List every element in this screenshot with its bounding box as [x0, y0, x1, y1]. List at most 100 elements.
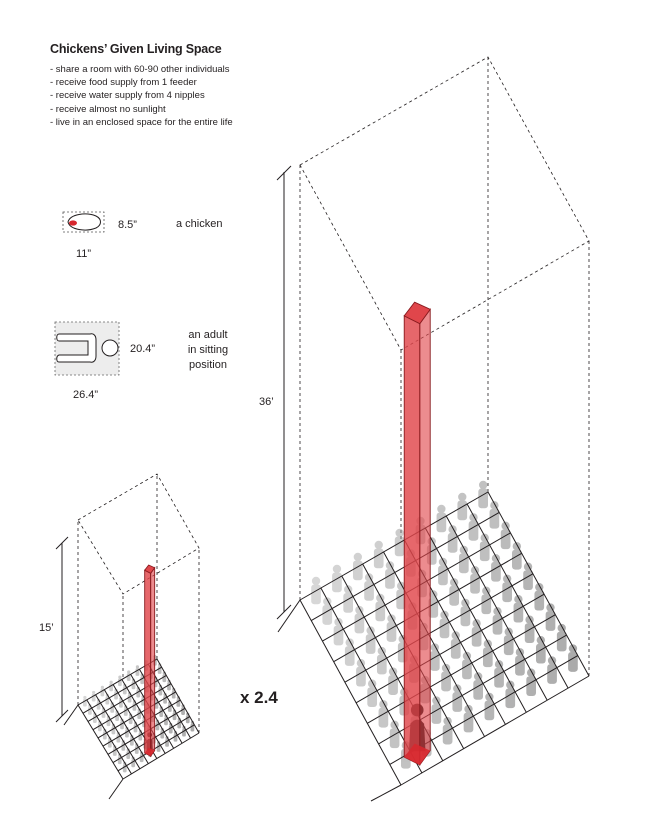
floor-grid-line	[102, 699, 181, 747]
floor-grid-line	[367, 614, 556, 724]
occupant-body	[447, 532, 458, 553]
occupant-body	[311, 584, 321, 605]
occupant-body	[505, 688, 516, 709]
small-room-height-dimension	[55, 536, 69, 723]
space-column-base	[144, 747, 155, 757]
occupant-body	[378, 707, 389, 728]
occupant-silhouette	[394, 528, 405, 557]
occupant-head	[353, 552, 363, 562]
chicken-caption: a chicken	[176, 218, 223, 230]
occupant-head	[437, 504, 446, 514]
ground-dimension-line	[63, 704, 79, 726]
room-ceiling-outline	[77, 473, 200, 595]
occupant-body	[481, 594, 492, 615]
occupant-body	[494, 667, 504, 688]
occupant-body	[470, 573, 480, 594]
occupant-body	[449, 585, 460, 606]
occupant-body	[478, 488, 489, 509]
space-column-top	[403, 301, 431, 325]
floor-grid-line	[122, 732, 200, 780]
floor-grid-line	[77, 704, 124, 780]
floor-grid-line	[487, 491, 590, 677]
adult-caption-line: in sitting	[187, 344, 229, 356]
occupant-body	[491, 561, 501, 582]
ground-dimension-line	[277, 599, 301, 633]
occupant-body	[556, 631, 567, 652]
space-column-face	[144, 569, 152, 757]
floor-grid-line	[156, 658, 200, 734]
floor-grid-line	[383, 551, 485, 737]
occupant-body	[322, 605, 333, 625]
fact-item: - share a room with 60-90 other individu…	[50, 64, 230, 75]
occupant-head	[118, 675, 122, 679]
small-room-height-label: 15’	[39, 622, 54, 634]
floor-grid-line	[86, 699, 132, 775]
occupant-body	[431, 704, 442, 724]
occupant-body	[429, 651, 440, 671]
fact-item: - live in an enclosed space for the enti…	[50, 116, 233, 128]
occupant-body	[436, 512, 447, 533]
adult-caption-line: position	[189, 359, 227, 371]
space-column-top	[143, 564, 156, 574]
occupant-head	[395, 528, 404, 538]
occupant-body	[523, 570, 533, 591]
occupant-body	[373, 548, 384, 569]
occupant-body	[484, 700, 495, 721]
floor-grid-line	[103, 689, 149, 764]
large-room-height-label: 36’	[259, 396, 274, 408]
occupant-body	[462, 659, 472, 680]
floor-grid-line	[355, 593, 545, 704]
floor-grid-line	[92, 683, 172, 731]
room-ceiling-outline	[299, 56, 590, 351]
occupant-head	[100, 685, 105, 689]
floor-grid-line	[400, 675, 590, 786]
occupant-body	[568, 652, 578, 672]
floor-grid-line	[424, 527, 527, 713]
facts-list: - share a room with 60-90 other individu…	[50, 63, 233, 129]
adult-caption-line: an adult	[188, 329, 228, 341]
occupant-body	[375, 601, 386, 622]
adult-width-label: 26.4”	[73, 389, 99, 401]
occupant-body	[489, 508, 500, 529]
diagram-title: Chickens’ Given Living Space	[50, 42, 222, 56]
occupant-body	[515, 655, 525, 676]
occupant-body	[492, 614, 503, 635]
occupant-body	[513, 602, 524, 623]
floor-grid-line	[299, 491, 489, 601]
floor-grid-line	[299, 599, 402, 786]
occupant-body	[500, 529, 511, 550]
occupant-body	[460, 606, 471, 627]
occupant-head	[478, 480, 488, 490]
floor-grid-line	[121, 679, 166, 754]
occupant-body	[502, 582, 513, 603]
occupant-body	[524, 623, 535, 644]
occupant-body	[439, 618, 450, 639]
occupant-body	[376, 654, 387, 675]
space-column-face	[419, 307, 431, 767]
occupant-body	[438, 565, 448, 586]
occupant-body	[479, 541, 490, 562]
small-room-diagram	[63, 473, 200, 800]
chicken-depth-label: 8.5”	[118, 219, 137, 231]
occupant-body	[388, 675, 398, 695]
space-column-face	[403, 315, 421, 766]
space-column-base	[404, 743, 431, 765]
occupant-head	[458, 492, 467, 502]
occupant-head	[332, 564, 342, 574]
occupant-body	[534, 590, 545, 611]
large-room-diagram	[277, 56, 590, 802]
occupant-head	[83, 695, 87, 700]
ground-dimension-line	[108, 778, 124, 800]
occupant-head	[109, 680, 113, 684]
floor-grid-line	[466, 503, 569, 689]
occupant-body	[547, 664, 557, 684]
occupant-body	[352, 560, 363, 581]
occupant-body	[545, 611, 556, 631]
occupant-body	[511, 549, 522, 570]
fact-item: - receive food supply from 1 feeder	[50, 77, 197, 89]
occupant-body	[386, 622, 397, 642]
floor-grid-line	[97, 691, 176, 739]
occupant-body	[458, 553, 469, 574]
chicken-icon	[62, 211, 105, 233]
scale-factor-label: x 2.4	[240, 688, 278, 707]
